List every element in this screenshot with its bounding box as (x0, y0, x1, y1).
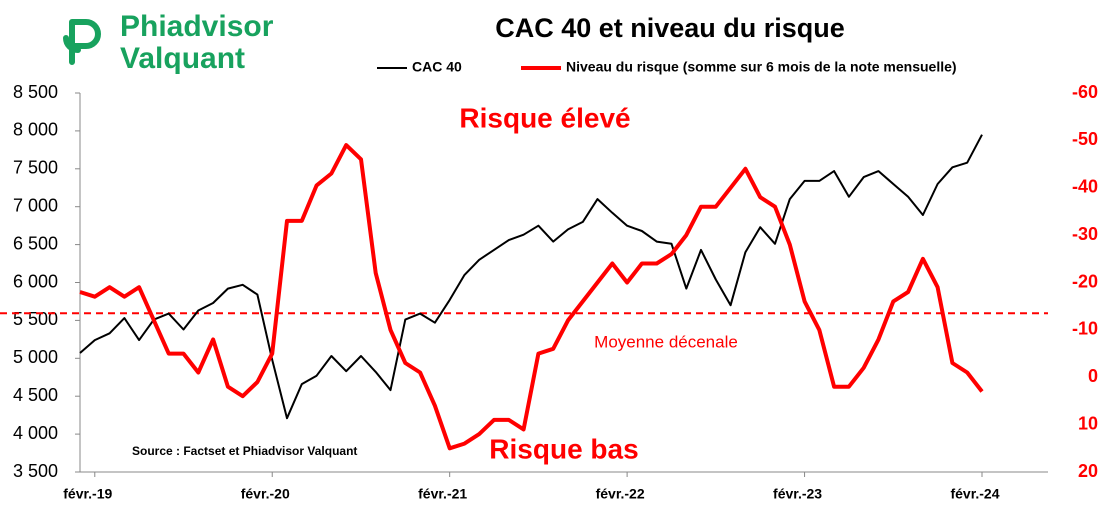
y-tick-label: 8 500 (13, 82, 58, 102)
y2-tick-label: -30 (1072, 224, 1098, 244)
logo-line1: Phiadvisor (120, 10, 274, 43)
y-tick-label: 5 500 (13, 309, 58, 329)
y2-tick-label: 0 (1088, 366, 1098, 386)
x-tick-label: févr.-24 (950, 486, 999, 502)
y2-tick-label: 10 (1078, 413, 1098, 433)
x-tick-label: févr.-20 (241, 486, 290, 502)
annotation: Risque élevé (459, 102, 630, 133)
y2-tick-label: -20 (1072, 271, 1098, 291)
annotation: Risque bas (489, 433, 638, 464)
y-tick-label: 4 000 (13, 423, 58, 443)
series-line (79, 134, 983, 420)
y2-tick-label: -40 (1072, 177, 1098, 197)
y-tick-label: 6 000 (13, 271, 58, 291)
y-tick-label: 7 500 (13, 158, 58, 178)
y-tick-label: 3 500 (13, 461, 58, 481)
y2-tick-label: 20 (1078, 461, 1098, 481)
x-tick-label: févr.-19 (63, 486, 112, 502)
y-tick-label: 7 000 (13, 195, 58, 215)
legend-label: CAC 40 (412, 59, 462, 75)
y2-tick-label: -60 (1072, 82, 1098, 102)
reference-label: Moyenne décenale (594, 332, 738, 351)
x-tick-label: févr.-21 (418, 486, 467, 502)
y-tick-label: 4 500 (13, 385, 58, 405)
y-tick-label: 6 500 (13, 233, 58, 253)
logo: Phiadvisor Valquant (63, 10, 274, 75)
x-tick-label: févr.-23 (773, 486, 822, 502)
chart-title: CAC 40 et niveau du risque (495, 13, 845, 43)
series-line (79, 143, 984, 451)
source-note: Source : Factset et Phiadvisor Valquant (132, 444, 357, 458)
logo-line2: Valquant (120, 42, 245, 75)
y-tick-label: 8 000 (13, 120, 58, 140)
y2-tick-label: -10 (1072, 319, 1098, 339)
y-tick-label: 5 000 (13, 347, 58, 367)
x-tick-label: févr.-22 (596, 486, 645, 502)
y2-tick-label: -50 (1072, 129, 1098, 149)
logo-icon (63, 19, 101, 65)
legend-label: Niveau du risque (somme sur 6 mois de la… (566, 59, 957, 75)
